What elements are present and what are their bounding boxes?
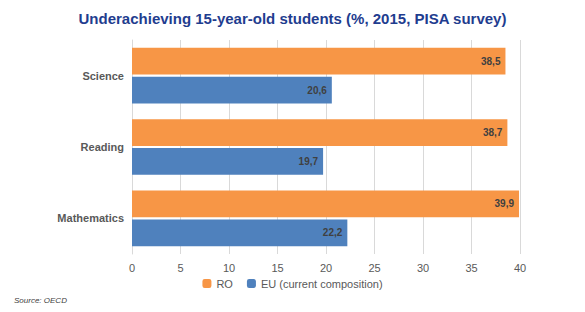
svg-text:10: 10: [223, 262, 235, 274]
svg-text:EU (current composition): EU (current composition): [261, 278, 383, 290]
svg-text:Science: Science: [82, 70, 124, 82]
svg-text:30: 30: [417, 262, 429, 274]
svg-text:40: 40: [514, 262, 526, 274]
svg-text:20: 20: [320, 262, 332, 274]
svg-text:22,2: 22,2: [323, 227, 343, 238]
svg-text:25: 25: [368, 262, 380, 274]
svg-text:0: 0: [129, 262, 135, 274]
svg-text:19,7: 19,7: [299, 156, 319, 167]
svg-text:38,7: 38,7: [483, 127, 503, 138]
svg-text:20,6: 20,6: [307, 85, 327, 96]
svg-text:RO: RO: [216, 278, 233, 290]
svg-text:38,5: 38,5: [481, 56, 501, 67]
svg-text:5: 5: [177, 262, 183, 274]
svg-text:35: 35: [465, 262, 477, 274]
svg-text:Underachieving 15-year-old stu: Underachieving 15-year-old students (%, …: [79, 10, 507, 27]
svg-text:Source: OECD: Source: OECD: [14, 296, 67, 305]
svg-text:39,9: 39,9: [495, 198, 515, 209]
svg-text:15: 15: [271, 262, 283, 274]
svg-text:Reading: Reading: [81, 141, 124, 153]
svg-text:Mathematics: Mathematics: [57, 212, 124, 224]
